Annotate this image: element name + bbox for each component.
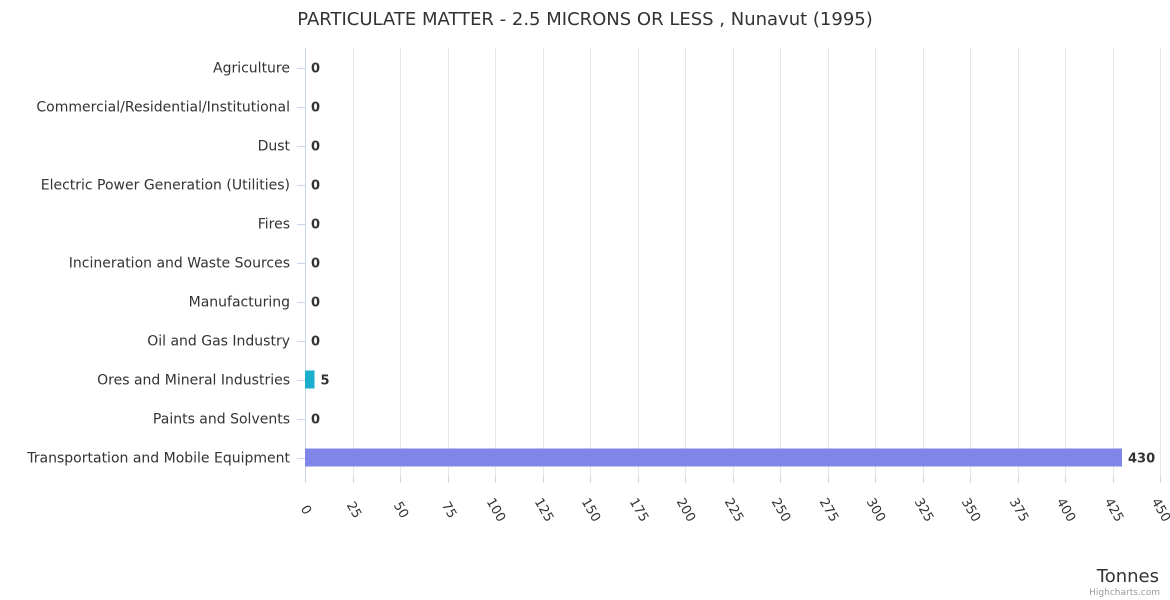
x-tick-label: 400 xyxy=(1053,496,1078,525)
x-tick-label: 250 xyxy=(768,496,793,525)
category-label: Dust xyxy=(258,139,291,155)
category-label: Fires xyxy=(258,217,290,233)
x-tick-label: 375 xyxy=(1006,496,1031,525)
x-tick-label: 150 xyxy=(578,496,603,525)
bar[interactable] xyxy=(305,370,315,389)
category-label: Agriculture xyxy=(213,61,290,77)
x-tick-label: 25 xyxy=(343,499,364,521)
data-label: 0 xyxy=(311,296,320,311)
data-label: 0 xyxy=(311,62,320,77)
x-axis-title: Tonnes xyxy=(1096,566,1159,587)
x-tick-label: 275 xyxy=(816,496,841,525)
x-tick-label: 225 xyxy=(721,496,746,525)
category-label: Electric Power Generation (Utilities) xyxy=(41,178,290,194)
data-label: 0 xyxy=(311,335,320,350)
data-labels: 0 0 0 0 0 0 0 0 5 0 430 xyxy=(311,62,1155,467)
x-tick-label: 325 xyxy=(911,496,936,525)
category-label: Paints and Solvents xyxy=(153,412,290,428)
category-labels: Agriculture Commercial/Residential/Instit… xyxy=(26,61,290,467)
category-label: Commercial/Residential/Institutional xyxy=(36,100,290,116)
x-tick-label: 100 xyxy=(483,496,508,525)
category-label: Manufacturing xyxy=(189,295,290,311)
x-tick-label: 200 xyxy=(673,496,698,525)
x-tick-label: 300 xyxy=(863,496,888,525)
bars xyxy=(305,370,1122,467)
x-tick-label: 125 xyxy=(531,496,556,525)
category-label: Incineration and Waste Sources xyxy=(69,256,290,272)
data-label: 0 xyxy=(311,101,320,116)
grid-lines xyxy=(353,48,1161,477)
x-tick-label: 425 xyxy=(1101,496,1126,525)
category-label: Oil and Gas Industry xyxy=(147,334,290,350)
data-label: 0 xyxy=(311,413,320,428)
x-tick-labels: 0 25 50 75 100 125 150 175 200 225 250 275 300 325 350… xyxy=(297,496,1170,525)
chart-title: PARTICULATE MATTER - 2.5 MICRONS OR LESS… xyxy=(297,9,873,30)
x-tick-label: 350 xyxy=(958,496,983,525)
x-tick-label: 450 xyxy=(1148,496,1170,525)
data-label: 0 xyxy=(311,218,320,233)
data-label: 5 xyxy=(321,374,330,389)
bar[interactable] xyxy=(305,448,1122,467)
category-label: Ores and Mineral Industries xyxy=(97,373,290,389)
x-tick-label: 75 xyxy=(438,499,459,521)
data-label: 0 xyxy=(311,140,320,155)
data-label: 430 xyxy=(1128,452,1155,467)
x-tick-label: 0 xyxy=(297,503,314,518)
x-tick-label: 50 xyxy=(390,499,411,521)
credits-link[interactable]: Highcharts.com xyxy=(1089,588,1160,598)
category-label: Transportation and Mobile Equipment xyxy=(26,451,290,467)
axes xyxy=(297,48,1161,483)
data-label: 0 xyxy=(311,179,320,194)
data-label: 0 xyxy=(311,257,320,272)
x-tick-label: 175 xyxy=(626,496,651,525)
